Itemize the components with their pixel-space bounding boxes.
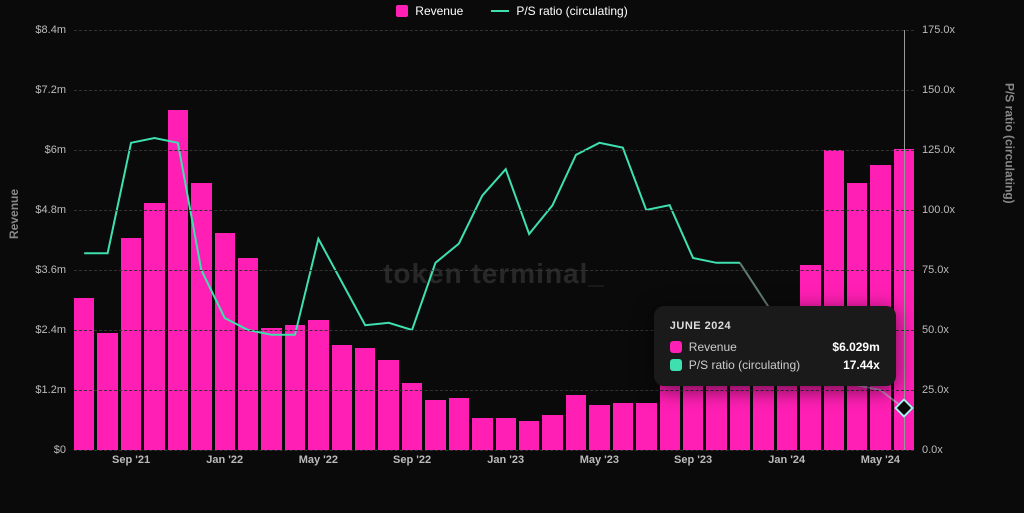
gridline — [74, 30, 914, 31]
bar[interactable] — [589, 405, 609, 450]
x-tick-label: Jan '22 — [206, 454, 243, 466]
chart-container: Revenue P/S ratio (circulating) Revenue … — [0, 0, 1024, 513]
bar[interactable] — [660, 385, 680, 450]
legend-item-revenue[interactable]: Revenue — [396, 4, 463, 18]
x-tick-label: Jan '23 — [487, 454, 524, 466]
x-tick-label: Sep '23 — [674, 454, 712, 466]
x-tick-label: May '24 — [861, 454, 900, 466]
x-axis: Sep '21 Jan '22 May '22 Sep '22 Jan '23 May '… — [74, 454, 914, 472]
bar[interactable] — [144, 203, 164, 451]
gridline — [74, 390, 914, 391]
gridline — [74, 450, 914, 451]
y-left-tick-label: $6m — [45, 144, 66, 156]
legend-swatch-revenue — [396, 5, 408, 17]
bar[interactable] — [308, 320, 328, 450]
bar[interactable] — [238, 258, 258, 451]
bar[interactable] — [378, 360, 398, 450]
tooltip-swatch-ps — [670, 359, 682, 371]
bar[interactable] — [74, 298, 94, 451]
tooltip-row-revenue: Revenue $6.029m — [670, 340, 880, 354]
y-right-tick-label: 125.0x — [922, 144, 955, 156]
legend-label-revenue: Revenue — [415, 4, 463, 18]
y-left-tick-label: $1.2m — [35, 384, 66, 396]
bar[interactable] — [683, 378, 703, 450]
bar[interactable] — [402, 383, 422, 451]
y-right-tick-label: 75.0x — [922, 264, 949, 276]
tooltip-value-ps: 17.44x — [843, 358, 880, 372]
gridline — [74, 90, 914, 91]
y-right-tick-label: 175.0x — [922, 24, 955, 36]
legend: Revenue P/S ratio (circulating) — [0, 4, 1024, 18]
tooltip-value-revenue: $6.029m — [832, 340, 879, 354]
bar[interactable] — [449, 398, 469, 451]
y-left-tick-label: $4.8m — [35, 204, 66, 216]
bar[interactable] — [215, 233, 235, 451]
bars-group — [74, 30, 914, 450]
bar[interactable] — [496, 418, 516, 451]
y-left-tick-label: $8.4m — [35, 24, 66, 36]
bar[interactable] — [636, 403, 656, 451]
bar[interactable] — [97, 333, 117, 451]
tooltip: JUNE 2024 Revenue $6.029m P/S ratio (cir… — [654, 306, 896, 386]
y-left-tick-label: $0 — [54, 444, 66, 456]
bar[interactable] — [613, 403, 633, 451]
y-axis-right-title: P/S ratio (circulating) — [1003, 82, 1017, 203]
tooltip-label-ps: P/S ratio (circulating) — [689, 358, 836, 372]
gridline — [74, 150, 914, 151]
bar[interactable] — [191, 183, 211, 451]
y-left-tick-label: $7.2m — [35, 84, 66, 96]
bar[interactable] — [472, 418, 492, 451]
x-tick-label: Sep '21 — [112, 454, 150, 466]
bar[interactable] — [332, 345, 352, 450]
y-right-tick-label: 0.0x — [922, 444, 943, 456]
legend-label-ps: P/S ratio (circulating) — [516, 4, 627, 18]
y-right-tick-label: 50.0x — [922, 324, 949, 336]
tooltip-row-ps: P/S ratio (circulating) 17.44x — [670, 358, 880, 372]
tooltip-title: JUNE 2024 — [670, 320, 880, 332]
gridline — [74, 210, 914, 211]
x-tick-label: May '22 — [299, 454, 338, 466]
x-tick-label: May '23 — [580, 454, 619, 466]
x-tick-label: Sep '22 — [393, 454, 431, 466]
y-left-tick-label: $2.4m — [35, 324, 66, 336]
y-right-tick-label: 25.0x — [922, 384, 949, 396]
y-right-tick-label: 150.0x — [922, 84, 955, 96]
bar[interactable] — [566, 395, 586, 450]
bar[interactable] — [425, 400, 445, 450]
bar[interactable] — [519, 421, 539, 450]
hover-guideline — [904, 30, 905, 450]
tooltip-label-revenue: Revenue — [689, 340, 826, 354]
plot-area[interactable]: token terminal_ Sep '21Jan '22May '22Sep… — [74, 30, 914, 450]
bar[interactable] — [285, 325, 305, 450]
x-tick-label: Jan '24 — [768, 454, 805, 466]
bar[interactable] — [261, 328, 281, 451]
bar[interactable] — [168, 110, 188, 450]
bar[interactable] — [824, 150, 844, 450]
y-right-tick-label: 100.0x — [922, 204, 955, 216]
bar[interactable] — [355, 348, 375, 451]
y-axis-left-title: Revenue — [7, 188, 21, 238]
legend-swatch-ps — [491, 10, 509, 12]
legend-item-ps[interactable]: P/S ratio (circulating) — [491, 4, 627, 18]
bar[interactable] — [542, 415, 562, 450]
gridline — [74, 270, 914, 271]
y-left-tick-label: $3.6m — [35, 264, 66, 276]
tooltip-swatch-revenue — [670, 341, 682, 353]
